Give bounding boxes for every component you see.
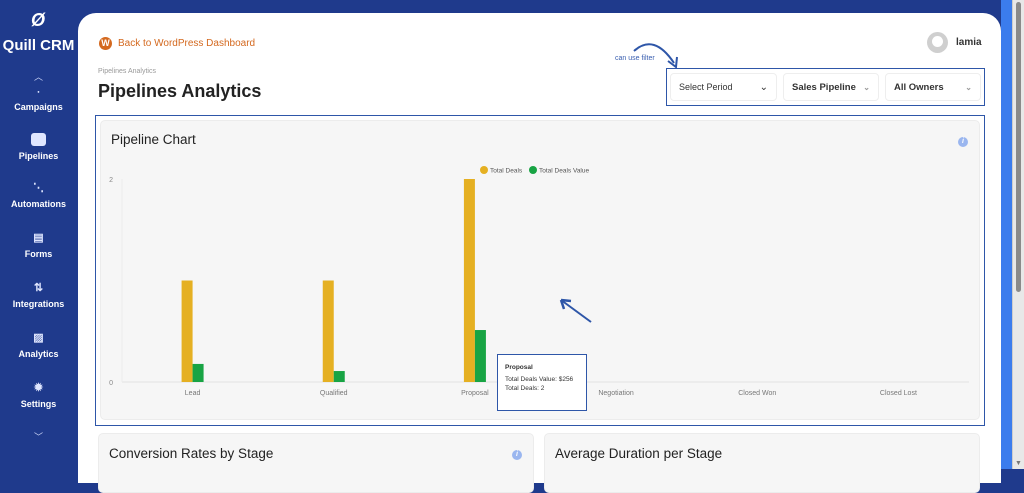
sidebar-item-label: Campaigns <box>14 102 63 112</box>
megaphone-icon: ● <box>37 89 40 94</box>
owner-select[interactable]: All Owners ⌄ <box>885 73 981 101</box>
back-link-label: Back to WordPress Dashboard <box>118 38 256 49</box>
bar-total-deals <box>322 280 334 382</box>
sidebar-item-label: Integrations <box>12 299 65 309</box>
sidebar-item-settings[interactable]: ✹ Settings <box>0 382 77 410</box>
right-edge <box>1001 0 1012 469</box>
user-menu[interactable]: lamia <box>927 32 982 53</box>
annotation-arrow-icon <box>633 43 678 69</box>
avatar <box>927 32 948 53</box>
chart-tooltip: Proposal Total Deals Value: $256 Total Dea… <box>497 354 587 411</box>
sidebar-item-label: Forms <box>24 249 53 259</box>
flow-icon: ⋱ <box>33 182 44 194</box>
gear-icon: ✹ <box>33 382 44 394</box>
quill-logo-icon: Ø <box>30 10 45 30</box>
x-tick-label: Lead <box>185 390 201 397</box>
scrollbar[interactable]: ▼ <box>1012 0 1024 469</box>
filter-group: Select Period ⌄ Sales Pipeline ⌄ All Owner… <box>666 68 985 106</box>
annotation-text: can use filter <box>615 55 655 62</box>
period-value: Select Period <box>679 82 733 92</box>
chevron-down-icon[interactable]: ﹀ <box>33 432 43 442</box>
chevron-up-icon[interactable]: ︿ <box>33 72 43 82</box>
card-title: Pipeline Chart <box>111 132 196 147</box>
info-icon[interactable]: i <box>512 450 522 460</box>
bar-total-deals <box>181 280 193 382</box>
brand-name: Quill CRM <box>2 37 75 54</box>
pipeline-select[interactable]: Sales Pipeline ⌄ <box>783 73 879 101</box>
scrollbar-thumb[interactable] <box>1016 2 1021 292</box>
sidebar-item-label: Settings <box>20 399 57 409</box>
wordpress-icon: W <box>99 37 112 50</box>
sidebar-item-forms[interactable]: ▤ Forms <box>0 232 77 260</box>
chevron-down-icon: ⌄ <box>759 81 768 93</box>
bar-total-deals-value <box>474 330 486 382</box>
sidebar-item-analytics[interactable]: ▨ Analytics <box>0 332 77 360</box>
period-select[interactable]: Select Period ⌄ <box>670 73 777 101</box>
x-tick-label: Proposal <box>461 390 489 397</box>
bar-total-deals-value <box>192 363 204 382</box>
page-title: Pipelines Analytics <box>98 81 262 101</box>
sidebar-item-label: Analytics <box>18 349 59 359</box>
breadcrumb[interactable]: Pipelines Analytics <box>98 68 156 75</box>
owner-value: All Owners <box>894 81 944 93</box>
back-to-wordpress-link[interactable]: W Back to WordPress Dashboard <box>99 37 255 50</box>
sidebar-item-pipelines[interactable]: Pipelines <box>0 133 77 161</box>
average-duration-card: Average Duration per Stage <box>544 433 980 493</box>
tooltip-count: Total Deals: 2 <box>505 385 545 392</box>
sidebar-item-label: Automations <box>11 199 66 209</box>
sidebar-item-integrations[interactable]: ⇅ Integrations <box>0 282 77 310</box>
card-title: Average Duration per Stage <box>555 446 723 461</box>
legend-label: Total Deals <box>490 168 523 175</box>
pipeline-icon <box>31 133 46 146</box>
x-tick-label: Closed Won <box>738 390 776 397</box>
pipeline-value: Sales Pipeline <box>792 81 856 93</box>
scroll-down-arrow-icon[interactable]: ▼ <box>1015 460 1022 467</box>
info-icon[interactable]: i <box>958 137 968 147</box>
main-content: W Back to WordPress Dashboard Pipelines A… <box>78 13 1001 493</box>
legend-marker <box>480 166 488 174</box>
y-tick-label: 2 <box>109 177 113 184</box>
integration-icon: ⇅ <box>33 282 44 294</box>
bar-total-deals-value <box>333 371 345 382</box>
x-tick-label: Qualified <box>320 390 348 397</box>
sidebar-item-automations[interactable]: ⋱ Automations <box>0 182 77 210</box>
analytics-icon: ▨ <box>33 332 44 344</box>
pipeline-chart: 0 2 Lead Qualified Proposal Negotiation Closed… <box>109 166 969 397</box>
conversion-rates-card: Conversion Rates by Stage i <box>98 433 534 493</box>
bar-total-deals <box>463 179 475 382</box>
annotation-arrow-icon <box>559 298 592 323</box>
y-tick-label: 0 <box>109 380 113 387</box>
legend-marker <box>529 166 537 174</box>
legend-label: Total Deals Value <box>539 168 589 175</box>
form-icon: ▤ <box>33 232 44 244</box>
chevron-down-icon: ⌄ <box>863 82 870 92</box>
x-tick-label: Closed Lost <box>880 390 917 397</box>
pipeline-chart-card: Pipeline Chart i 0 2 Lead Qualified Proposal… <box>100 120 980 420</box>
user-name: lamia <box>956 37 982 48</box>
sidebar-item-campaigns[interactable]: ● Campaigns <box>0 86 77 112</box>
sidebar: Ø Quill CRM ︿ ● Campaigns Pipelines ⋱ Auto… <box>0 0 77 469</box>
tooltip-value: Total Deals Value: $256 <box>505 375 574 383</box>
chevron-down-icon: ⌄ <box>965 82 972 92</box>
tooltip-title: Proposal <box>505 364 533 371</box>
card-title: Conversion Rates by Stage <box>109 446 274 461</box>
chart-highlight <box>95 115 985 426</box>
x-tick-label: Negotiation <box>598 390 634 397</box>
sidebar-item-label: Pipelines <box>18 151 59 161</box>
